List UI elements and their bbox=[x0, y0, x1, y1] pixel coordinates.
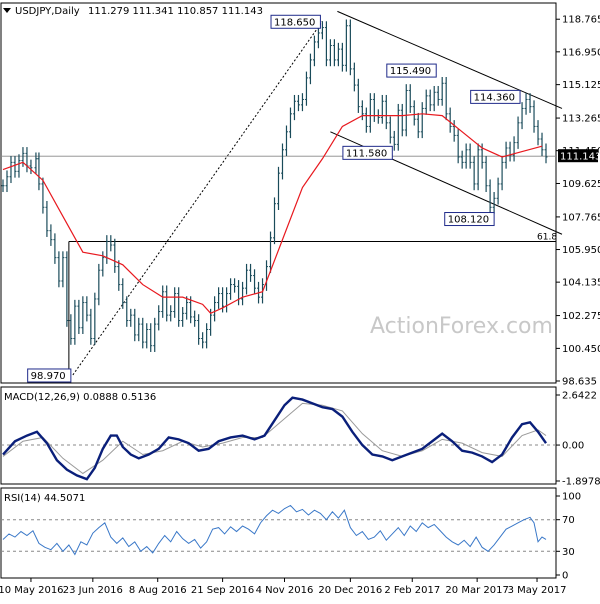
price-label-box bbox=[270, 14, 321, 29]
date-tick-label: 3 May 2017 bbox=[508, 585, 567, 596]
price-axis: 118.765116.950115.125113.265111.450109.6… bbox=[556, 15, 600, 388]
symbol-label: USDJPY,Daily bbox=[15, 6, 80, 17]
macd-tick-label: 0.00 bbox=[562, 441, 584, 452]
date-tick-label: 4 Nov 2016 bbox=[256, 585, 314, 596]
channel-upper-line bbox=[337, 10, 563, 109]
watermark-text: ActionForex.com bbox=[370, 314, 553, 339]
rsi-panel-frame bbox=[0, 487, 557, 579]
price-tick-label: 105.950 bbox=[562, 245, 600, 256]
macd-title: MACD(12,26,9) 0.0888 0.5136 bbox=[4, 392, 156, 403]
date-tick-label: 23 Jun 2016 bbox=[63, 585, 123, 596]
moving-average-line bbox=[2, 113, 543, 315]
rsi-tick-label: 100 bbox=[562, 492, 581, 503]
price-label-box bbox=[27, 368, 72, 383]
collapse-arrow-icon[interactable] bbox=[3, 8, 11, 13]
price-tick-label: 107.765 bbox=[562, 212, 600, 223]
macd-tick-label: 2.6422 bbox=[562, 391, 597, 402]
ohlc-values: 111.279 111.341 110.857 111.143 bbox=[88, 6, 263, 17]
macd-tick-label: -1.8978 bbox=[562, 477, 600, 488]
fib-level-label: 61.8 bbox=[537, 232, 557, 242]
price-label-text: 114.360 bbox=[474, 92, 515, 103]
current-price-tag bbox=[558, 149, 598, 163]
price-tick-label: 118.765 bbox=[562, 15, 600, 26]
rsi-tick-label: 0 bbox=[562, 571, 568, 582]
rsi-panel bbox=[1, 504, 556, 556]
chart-header: USDJPY,Daily 111.279 111.341 110.857 111… bbox=[3, 6, 263, 17]
price-tick-label: 104.135 bbox=[562, 278, 600, 289]
price-label-box bbox=[386, 63, 437, 78]
macd-panel bbox=[1, 396, 556, 481]
date-tick-label: 8 Aug 2016 bbox=[129, 585, 187, 596]
price-tick-label: 116.950 bbox=[562, 47, 600, 58]
date-axis: 10 May 2016 23 Jun 2016 8 Aug 2016 21 Sep 2… bbox=[0, 578, 566, 596]
price-tick-label: 113.265 bbox=[562, 114, 600, 125]
price-label-text: 111.580 bbox=[346, 148, 387, 159]
dotted-trendline bbox=[72, 20, 323, 376]
price-tick-label: 109.625 bbox=[562, 179, 600, 190]
price-label-box bbox=[470, 89, 521, 104]
rsi-axis: 100 70 30 0 bbox=[556, 492, 581, 582]
rsi-title: RSI(14) 44.5071 bbox=[4, 493, 85, 504]
date-tick-label: 20 Dec 2016 bbox=[318, 585, 382, 596]
macd-line bbox=[2, 396, 547, 481]
price-label-text: 118.650 bbox=[274, 17, 315, 28]
price-label-box bbox=[342, 145, 393, 160]
date-tick-label: 20 Mar 2017 bbox=[445, 585, 508, 596]
price-label-text: 108.120 bbox=[448, 215, 489, 226]
price-label-text: 98.970 bbox=[31, 371, 66, 382]
price-tick-label: 102.275 bbox=[562, 311, 600, 322]
date-tick-label: 10 May 2016 bbox=[0, 585, 64, 596]
date-tick-label: 21 Sep 2016 bbox=[191, 585, 254, 596]
rsi-tick-label: 70 bbox=[562, 515, 575, 526]
price-tick-label: 100.450 bbox=[562, 344, 600, 355]
date-tick-label: 2 Feb 2017 bbox=[384, 585, 440, 596]
price-label-text: 115.490 bbox=[390, 66, 431, 77]
macd-axis: 2.6422 0.00 -1.8978 bbox=[556, 391, 600, 488]
price-panel: 61.8 118.650 115.490 114.360 111.580 108.120 9… bbox=[1, 10, 563, 383]
rsi-tick-label: 30 bbox=[562, 547, 575, 558]
panel-frames bbox=[0, 2, 557, 579]
price-tick-label: 98.635 bbox=[562, 377, 597, 388]
current-price-text: 111.143 bbox=[560, 152, 600, 163]
rsi-line bbox=[2, 504, 547, 556]
macd-panel-frame bbox=[0, 386, 557, 485]
price-tick-label: 115.125 bbox=[562, 80, 600, 91]
price-label-box bbox=[444, 212, 495, 227]
